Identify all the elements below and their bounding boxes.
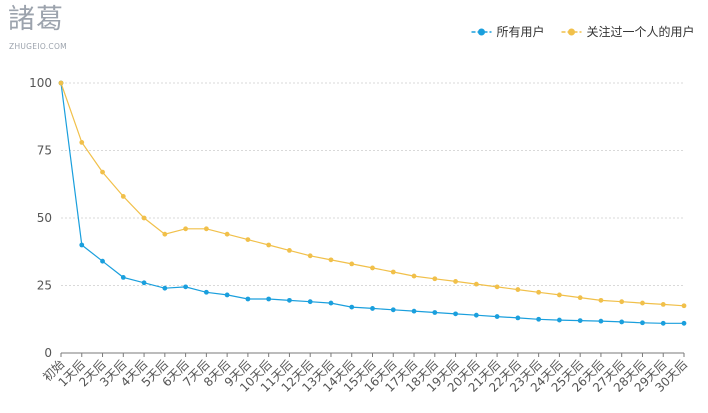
axes: 0255075100初始1天后2天后3天后4天后5天后6天后7天后8天后9天后1… <box>29 76 690 395</box>
data-point[interactable] <box>660 302 666 307</box>
logo-wordmark: 諸葛 <box>8 4 64 35</box>
data-point[interactable] <box>349 261 355 267</box>
data-point[interactable] <box>183 284 189 290</box>
data-point[interactable] <box>536 316 542 322</box>
data-point[interactable] <box>307 299 313 305</box>
data-point[interactable] <box>473 312 479 318</box>
data-point[interactable] <box>557 317 562 323</box>
data-point[interactable] <box>58 80 64 86</box>
y-tick-label: 75 <box>37 144 52 158</box>
data-point[interactable] <box>307 253 313 259</box>
legend[interactable]: 所有用户 关注过一个人的用户 <box>471 24 695 39</box>
data-point[interactable] <box>100 169 105 175</box>
legend-swatch-marker <box>478 28 485 36</box>
data-point[interactable] <box>370 265 375 271</box>
data-point[interactable] <box>141 215 147 221</box>
data-point[interactable] <box>370 306 375 311</box>
legend-item-0[interactable]: 所有用户 <box>471 24 545 39</box>
data-point[interactable] <box>224 231 230 237</box>
data-point[interactable] <box>79 140 85 145</box>
data-point[interactable] <box>640 320 645 326</box>
data-point[interactable] <box>100 258 105 264</box>
legend-item-1[interactable]: 关注过一个人的用户 <box>561 24 695 39</box>
brand-logo: 諸葛 ZHUGEIO.COM <box>8 4 68 52</box>
legend-label: 所有用户 <box>497 24 545 39</box>
data-point[interactable] <box>515 315 521 321</box>
data-point[interactable] <box>141 280 147 286</box>
data-point[interactable] <box>120 275 126 280</box>
data-point[interactable] <box>266 242 272 248</box>
data-point[interactable] <box>640 300 645 306</box>
data-point[interactable] <box>557 292 562 298</box>
data-point[interactable] <box>619 319 625 325</box>
data-point[interactable] <box>453 311 458 317</box>
data-point[interactable] <box>577 318 583 323</box>
data-point[interactable] <box>515 287 521 292</box>
data-point[interactable] <box>245 237 251 243</box>
data-point[interactable] <box>432 276 438 282</box>
logo-domain: ZHUGEIO.COM <box>9 42 67 51</box>
data-point[interactable] <box>245 296 251 302</box>
data-point[interactable] <box>598 297 604 303</box>
data-point[interactable] <box>681 303 687 309</box>
y-tick-label: 50 <box>37 211 52 225</box>
data-point[interactable] <box>224 292 230 298</box>
data-point[interactable] <box>577 295 583 301</box>
data-point[interactable] <box>411 308 417 314</box>
y-tick-label: 25 <box>37 279 52 293</box>
series-line-0 <box>60 82 684 324</box>
data-point[interactable] <box>681 320 687 326</box>
legend-label: 关注过一个人的用户 <box>587 24 695 39</box>
data-point[interactable] <box>494 284 500 290</box>
data-point[interactable] <box>287 297 292 303</box>
data-point[interactable] <box>473 281 479 287</box>
data-point[interactable] <box>183 226 189 232</box>
data-point[interactable] <box>328 300 334 306</box>
data-point[interactable] <box>619 299 625 305</box>
data-point[interactable] <box>328 257 334 263</box>
data-point[interactable] <box>432 310 438 315</box>
data-point[interactable] <box>598 318 604 324</box>
data-point[interactable] <box>660 320 666 326</box>
series-layer <box>58 80 687 326</box>
data-point[interactable] <box>162 285 168 291</box>
legend-swatch-marker <box>568 28 575 36</box>
grid-lines <box>61 82 684 286</box>
data-point[interactable] <box>79 242 85 248</box>
data-point[interactable] <box>203 289 209 295</box>
data-point[interactable] <box>203 226 209 232</box>
data-point[interactable] <box>266 296 272 302</box>
data-point[interactable] <box>494 314 500 319</box>
y-tick-label: 0 <box>44 346 52 360</box>
y-tick-label: 100 <box>29 76 52 90</box>
data-point[interactable] <box>390 269 396 275</box>
data-point[interactable] <box>390 307 396 313</box>
data-point[interactable] <box>120 194 126 199</box>
data-point[interactable] <box>287 248 292 253</box>
data-point[interactable] <box>162 231 168 237</box>
series-line-1 <box>60 82 685 307</box>
data-point[interactable] <box>453 279 458 284</box>
data-point[interactable] <box>536 289 542 295</box>
data-point[interactable] <box>411 273 417 279</box>
data-point[interactable] <box>349 304 355 310</box>
